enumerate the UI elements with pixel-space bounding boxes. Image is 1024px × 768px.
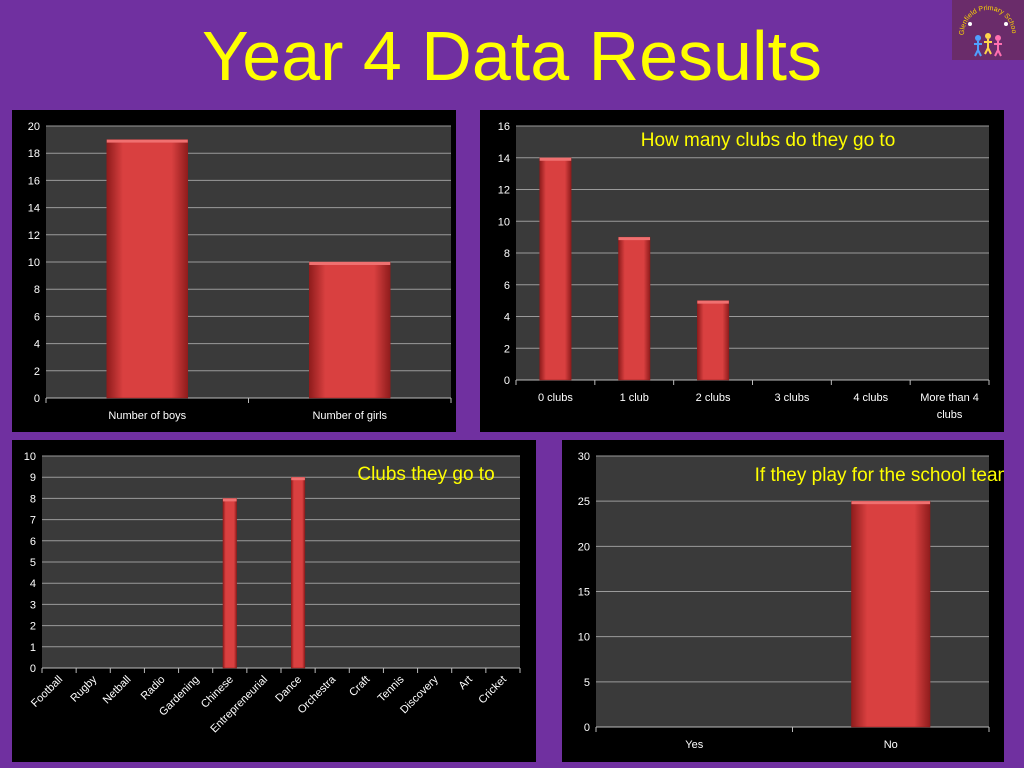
category-label: 3 clubs <box>774 392 809 404</box>
y-tick-label: 0 <box>504 375 510 387</box>
school-logo: Glenfield Primary School <box>951 0 1024 60</box>
bar-top-highlight <box>222 498 237 502</box>
bar-top-highlight <box>851 501 931 505</box>
y-tick-label: 6 <box>34 311 40 323</box>
category-label: 4 clubs <box>853 392 888 404</box>
chart-panel-club-types: 0 1 2 3 4 5 6 7 8 9 10 Football Rugby Netball Radio Gar… <box>12 440 536 762</box>
y-tick-label: 2 <box>504 343 510 355</box>
category-label: Craft <box>347 674 372 699</box>
y-tick-label: 2 <box>30 621 36 633</box>
category-label: Art <box>456 674 474 692</box>
y-tick-label: 5 <box>30 557 36 569</box>
y-tick-label: 16 <box>498 121 510 133</box>
category-label: Discovery <box>398 673 441 716</box>
y-tick-label: 2 <box>34 366 40 378</box>
bar-top-highlight <box>309 262 391 265</box>
category-label: 1 club <box>620 392 649 404</box>
bar-top-highlight <box>539 157 572 161</box>
y-tick-label: 30 <box>578 451 590 463</box>
category-label: Football <box>29 674 65 710</box>
bar-2-clubs <box>697 300 730 381</box>
bar-0-clubs <box>539 157 572 381</box>
y-tick-label: 10 <box>498 216 510 228</box>
category-label: Yes <box>685 739 703 751</box>
category-label: 2 clubs <box>696 392 731 404</box>
chart-club-count: 0 2 4 6 8 10 12 14 16 0 clubs 1 club 2 clubs 3 clubs… <box>498 121 990 421</box>
category-label: Cricket <box>476 674 509 707</box>
chart-title: If they play for the school team <box>755 465 1004 486</box>
category-label: Number of girls <box>312 410 387 422</box>
bar-dance <box>290 476 306 669</box>
y-tick-label: 8 <box>34 284 40 296</box>
y-tick-label: 3 <box>30 599 36 611</box>
y-tick-label: 4 <box>34 339 40 351</box>
chart-panel-school-team: 0 5 10 15 20 25 30 Yes No If they play for the sc… <box>562 440 1004 762</box>
y-tick-label: 4 <box>504 312 510 324</box>
category-label: Number of boys <box>108 410 186 422</box>
chart-title: How many clubs do they go to <box>641 130 896 151</box>
y-tick-label: 20 <box>578 541 590 553</box>
chart-gender: 0 2 4 6 8 10 12 14 16 18 20 Number of boys Number of… <box>28 121 452 422</box>
bar-top-highlight <box>697 300 729 304</box>
y-tick-label: 4 <box>30 578 36 590</box>
y-tick-label: 18 <box>28 148 40 160</box>
y-tick-label: 8 <box>30 493 36 505</box>
chart-panel-club-count: 0 2 4 6 8 10 12 14 16 0 clubs 1 club 2 clubs 3 clubs… <box>480 110 1004 432</box>
y-tick-label: 6 <box>504 280 510 292</box>
y-tick-label: 5 <box>584 677 590 689</box>
y-tick-label: 1 <box>30 642 36 654</box>
chart-panel-gender: 0 2 4 6 8 10 12 14 16 18 20 Number of boys Number of… <box>12 110 456 432</box>
y-tick-label: 0 <box>34 393 40 405</box>
category-label: Radio <box>139 674 168 703</box>
bar-top-highlight <box>291 477 305 481</box>
y-tick-label: 7 <box>30 515 36 527</box>
category-label: More than 4 clubs <box>920 392 979 421</box>
y-tick-label: 10 <box>24 451 36 463</box>
category-label: 0 clubs <box>538 392 573 404</box>
y-tick-label: 10 <box>578 632 590 644</box>
bar-no <box>851 500 931 728</box>
bar-number-of-girls <box>309 261 391 399</box>
chart-title: Clubs they go to <box>357 464 494 485</box>
y-tick-label: 9 <box>30 472 36 484</box>
y-tick-label: 20 <box>28 121 40 133</box>
y-tick-label: 12 <box>498 185 510 197</box>
y-tick-label: 8 <box>504 248 510 260</box>
bar-chinese <box>222 498 237 669</box>
y-tick-label: 25 <box>578 496 590 508</box>
y-tick-label: 10 <box>28 257 40 269</box>
category-label: Tennis <box>376 673 407 704</box>
svg-text:Glenfield Primary School: Glenfield Primary School <box>952 0 1017 35</box>
bar-top-highlight <box>106 139 188 143</box>
school-logo-graphic: Glenfield Primary School <box>951 0 1017 57</box>
bar-number-of-boys <box>106 139 188 399</box>
category-label: Dance <box>273 674 304 705</box>
y-tick-label: 6 <box>30 536 36 548</box>
category-label: Orchestra <box>296 673 339 716</box>
y-tick-label: 15 <box>578 587 590 599</box>
y-tick-label: 14 <box>498 153 510 165</box>
y-tick-label: 0 <box>584 722 590 734</box>
y-tick-label: 12 <box>28 230 40 242</box>
category-label: Rugby <box>68 673 99 704</box>
category-label: Netball <box>101 674 134 707</box>
bar-top-highlight <box>618 237 651 241</box>
y-tick-label: 16 <box>28 175 40 187</box>
chart-school-team: 0 5 10 15 20 25 30 Yes No If they play for the sc… <box>578 451 1004 751</box>
school-logo-text: Glenfield Primary School <box>951 0 1017 35</box>
category-label: No <box>884 739 898 751</box>
y-tick-label: 0 <box>30 663 36 675</box>
bar-1-club <box>618 236 651 381</box>
y-tick-label: 14 <box>28 203 40 215</box>
slide-title: Year 4 Data Results <box>202 17 822 95</box>
